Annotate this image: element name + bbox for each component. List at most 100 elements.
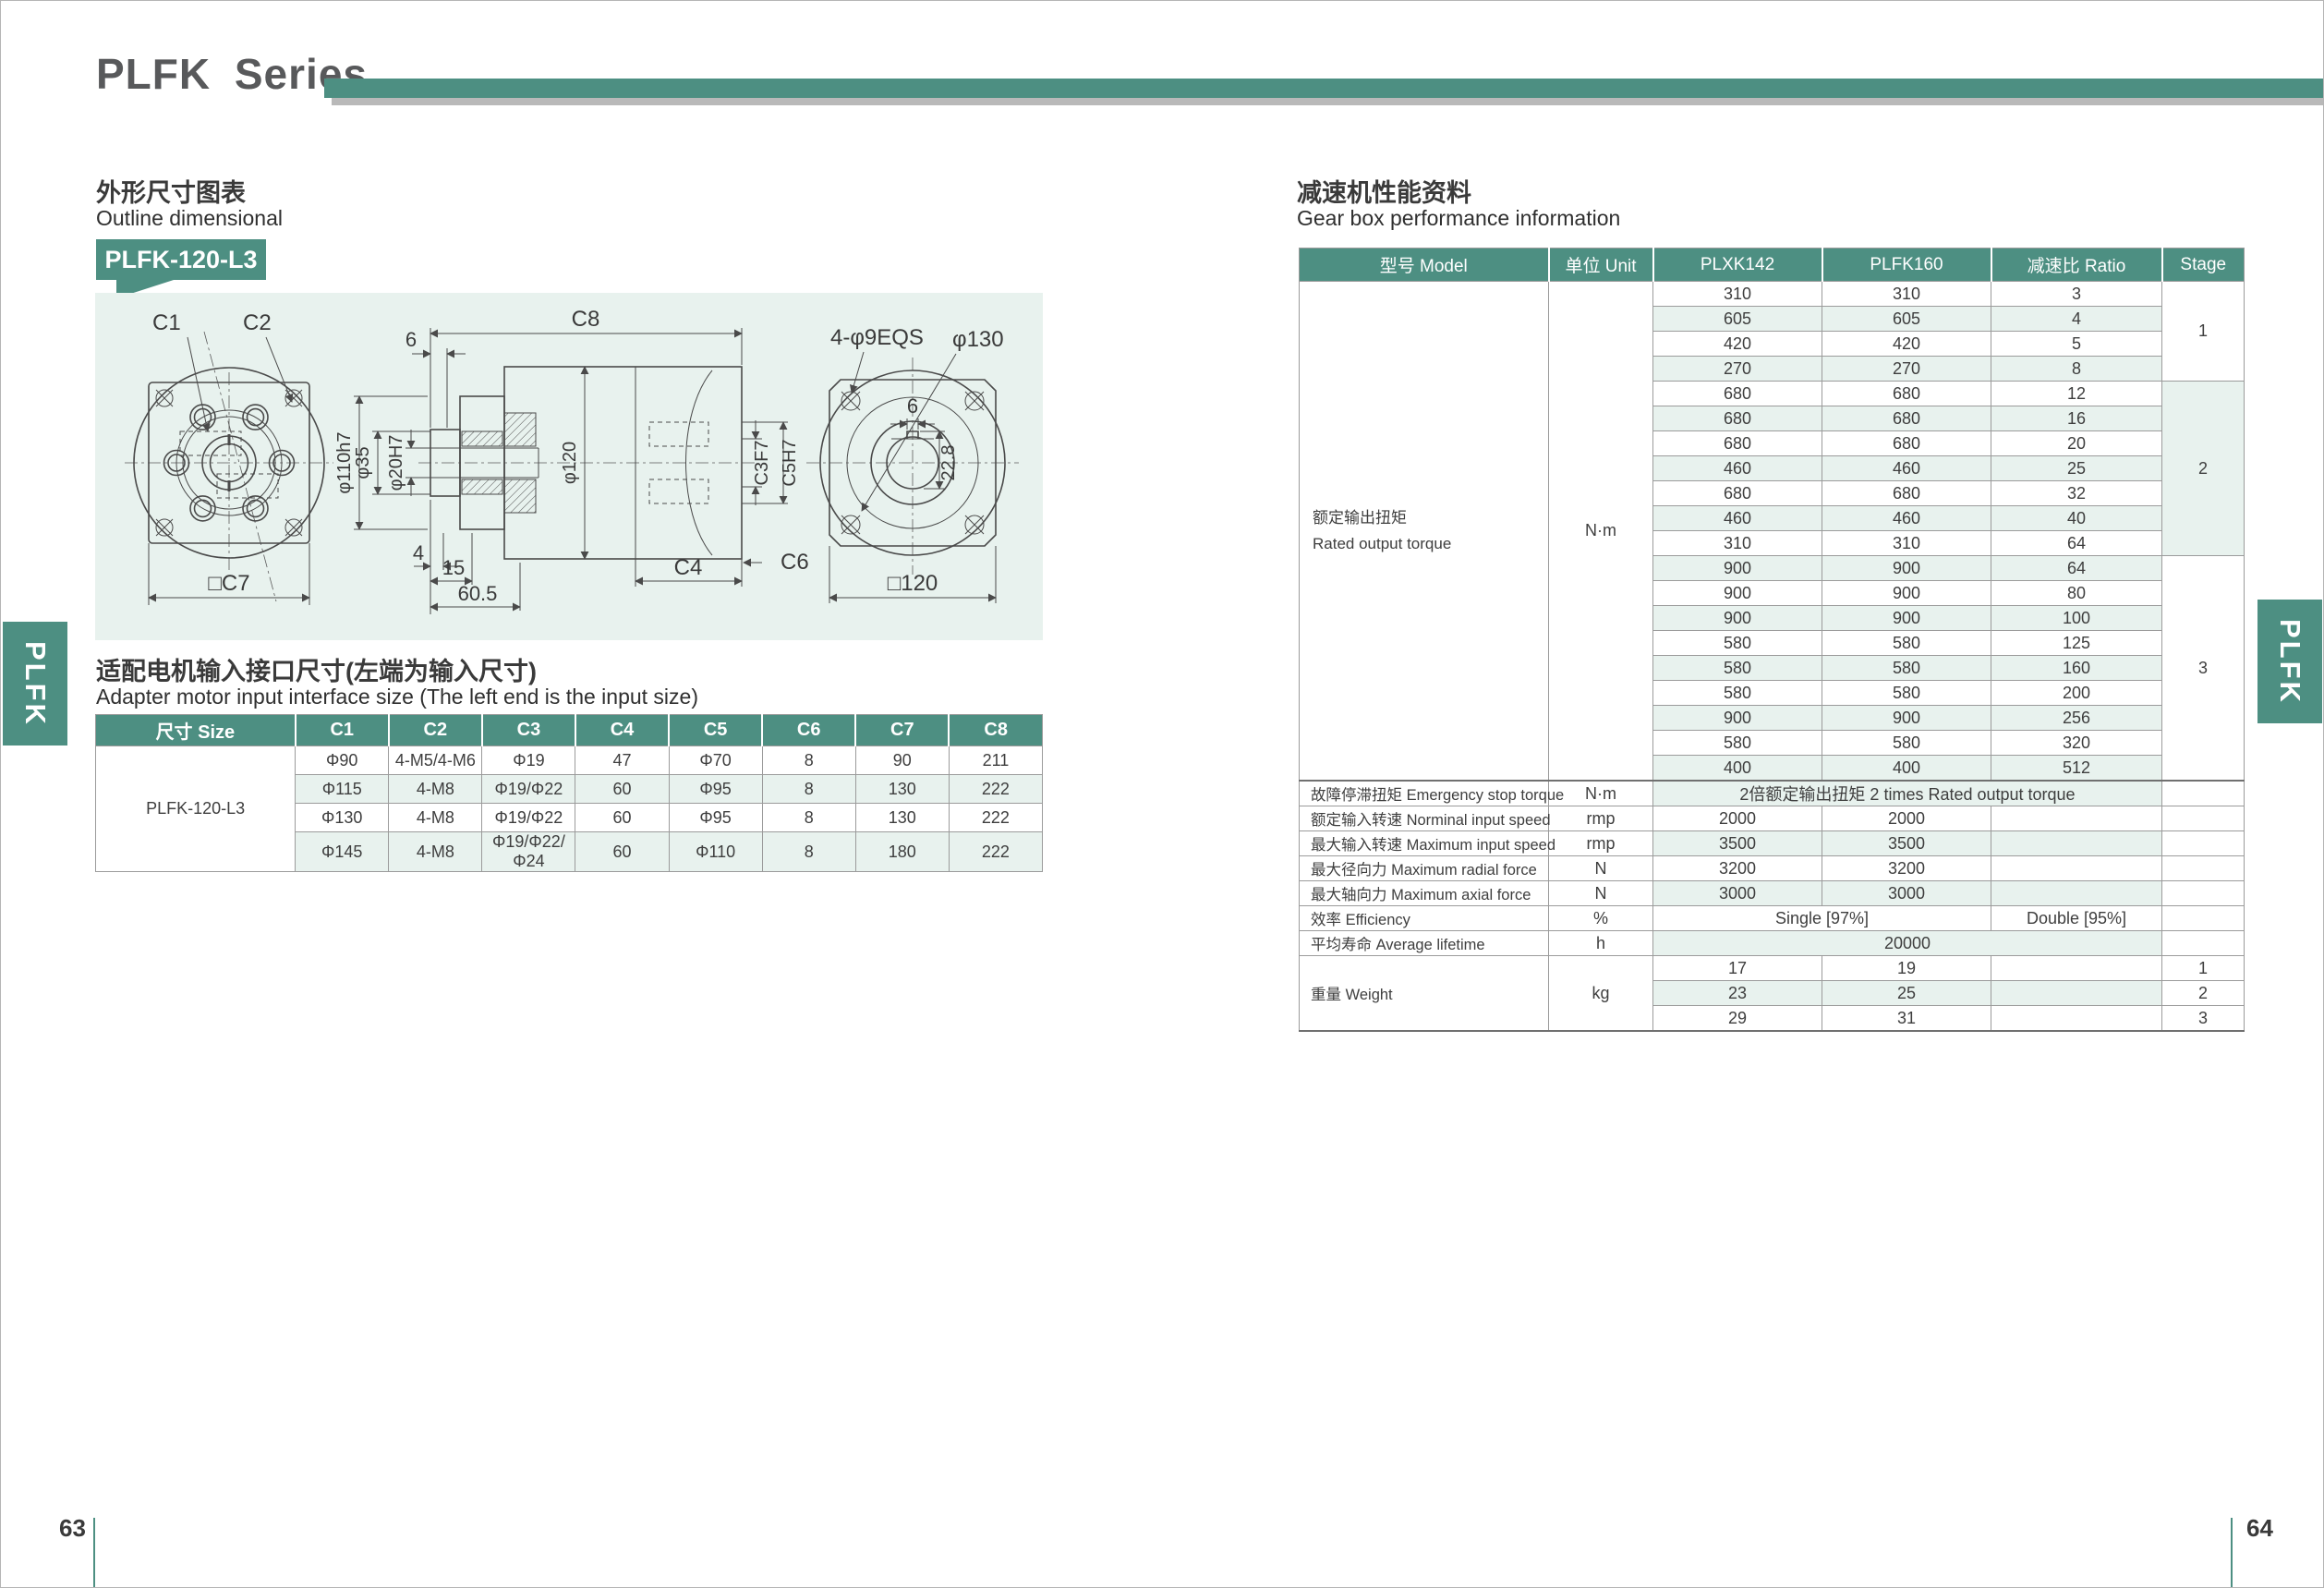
cell: 25 — [1991, 455, 2162, 481]
dim-label-c2: C2 — [243, 310, 272, 335]
cell: 222 — [948, 774, 1044, 804]
torque-row: 460 460 25 — [1300, 455, 2245, 481]
stage-cell — [2161, 806, 2245, 831]
header-unit: 单位 Unit — [1547, 248, 1653, 282]
cell: 8 — [761, 831, 856, 872]
cell: 680 — [1652, 430, 1822, 456]
cell: 2000 — [1822, 806, 1991, 831]
header-c1: C1 — [294, 714, 389, 746]
dim-label-4: 4 — [413, 541, 424, 564]
cell: 270 — [1822, 356, 1991, 382]
cell: 4-M8 — [388, 831, 483, 872]
cell: 3200 — [1822, 855, 1991, 881]
dim-label-c4: C4 — [674, 555, 703, 580]
cell: 460 — [1652, 455, 1822, 481]
cell: 580 — [1652, 655, 1822, 681]
stage-cell — [2161, 830, 2245, 856]
stage-cell — [2161, 855, 2245, 881]
header-c8: C8 — [948, 714, 1043, 746]
axial-force-row: 最大轴向力 Maximum axial force N 3000 3000 — [1299, 880, 2245, 906]
cell: 460 — [1822, 455, 1991, 481]
header-c7: C7 — [854, 714, 950, 746]
unit-cell: % — [1548, 905, 1653, 931]
torque-label-en: Rated output torque — [1313, 534, 1452, 552]
cell: 3000 — [1652, 880, 1822, 906]
dim-label-c7: □C7 — [208, 571, 249, 596]
cell: 900 — [1822, 555, 1991, 581]
dim-label-20h7: φ20H7 — [386, 435, 406, 491]
unit-cell: rmp — [1548, 806, 1653, 831]
cell: 680 — [1652, 480, 1822, 506]
cell — [1991, 830, 2162, 856]
cell: Φ90 — [295, 746, 390, 775]
cell: 4-M8 — [388, 774, 483, 804]
outline-dimensional-drawing: C1 C2 □C7 — [95, 293, 1043, 640]
dim-label-c6: C6 — [781, 550, 809, 575]
cell: 40 — [1991, 505, 2162, 531]
size-row: Φ145 4-M8 Φ19/Φ22/Φ24 60 Φ110 8 180 222 — [96, 831, 1044, 872]
dim-label-c3f7: C3F7 — [752, 441, 772, 486]
stage-cell — [2161, 780, 2245, 806]
dim-label-120dia: φ120 — [560, 442, 580, 484]
row-label: 平均寿命 Average lifetime — [1299, 930, 1549, 956]
header-c4: C4 — [574, 714, 670, 746]
cell: 17 — [1652, 955, 1822, 981]
cell: 222 — [948, 831, 1044, 872]
cell: Φ70 — [668, 746, 763, 775]
cell: 580 — [1652, 680, 1822, 706]
cell — [1991, 980, 2162, 1006]
torque-row: 460 460 40 — [1300, 505, 2245, 531]
cell — [1991, 955, 2162, 981]
section-outline-heading-en: Outline dimensional — [96, 206, 284, 230]
stage-cell — [2161, 930, 2245, 956]
cell: 31 — [1822, 1005, 1991, 1032]
cell: 211 — [948, 746, 1044, 775]
torque-row: 310 310 64 — [1300, 530, 2245, 556]
cell: 47 — [575, 746, 670, 775]
cell: 900 — [1822, 605, 1991, 631]
cell: 605 — [1822, 306, 1991, 332]
cell: 605 — [1652, 306, 1822, 332]
torque-row: 680 680 32 — [1300, 480, 2245, 506]
cell: 900 — [1652, 605, 1822, 631]
unit-cell: N·m — [1548, 780, 1653, 806]
section-outline-heading-zh: 外形尺寸图表 — [96, 179, 246, 207]
dim-label-c1: C1 — [152, 310, 181, 335]
section-perf-heading-zh: 减速机性能资料 — [1297, 179, 1471, 207]
cell: 580 — [1652, 630, 1822, 656]
size-row: PLFK-120-L3 Φ90 4-M5/4-M6 Φ19 47 Φ70 8 90 211 — [94, 746, 1044, 872]
cell: Double [95%] — [1991, 905, 2162, 931]
torque-row: 420 420 5 — [1300, 331, 2245, 357]
page-number-right: 64 — [2246, 1514, 2273, 1542]
size-row: Φ115 4-M8 Φ19/Φ22 60 Φ95 8 130 222 — [96, 774, 1044, 804]
series-tab-right: PLFK — [2257, 600, 2322, 723]
dim-label-22-8: 22.8 — [938, 445, 959, 481]
stage-cell: 3 — [2161, 555, 2245, 782]
cell: 310 — [1652, 281, 1822, 307]
dim-label-6-input: 6 — [405, 328, 417, 351]
cell: 900 — [1652, 580, 1822, 606]
nominal-speed-row: 额定输入转速 Norminal input speed rmp 2000 200… — [1299, 806, 2245, 831]
cell: Φ130 — [295, 803, 390, 832]
cell: 580 — [1822, 630, 1991, 656]
torque-row: 额定输出扭矩 Rated output torque N·m 310 310 3 1 — [1299, 281, 2245, 782]
title-accent-bar — [324, 79, 2323, 98]
header-c6: C6 — [761, 714, 856, 746]
cell: 580 — [1822, 680, 1991, 706]
cell: 8 — [761, 803, 856, 832]
cell: 64 — [1991, 530, 2162, 556]
section-perf-heading-en: Gear box performance information — [1297, 206, 1621, 230]
header-ratio: 减速比 Ratio — [1990, 248, 2162, 282]
stage-cell — [2161, 880, 2245, 906]
cell: 80 — [1991, 580, 2162, 606]
footer-rule-right — [2231, 1518, 2233, 1587]
header-c5: C5 — [668, 714, 763, 746]
size-model-cell: PLFK-120-L3 — [94, 746, 297, 872]
cell — [1991, 855, 2162, 881]
cell: 400 — [1652, 755, 1822, 782]
adapter-size-table: 尺寸 Size C1 C2 C3 C4 C5 C6 C7 C8 PLFK-120… — [94, 714, 1044, 872]
row-label: 最大轴向力 Maximum axial force — [1299, 880, 1549, 906]
cell: 420 — [1822, 331, 1991, 357]
torque-row: 900 900 100 — [1300, 605, 2245, 631]
